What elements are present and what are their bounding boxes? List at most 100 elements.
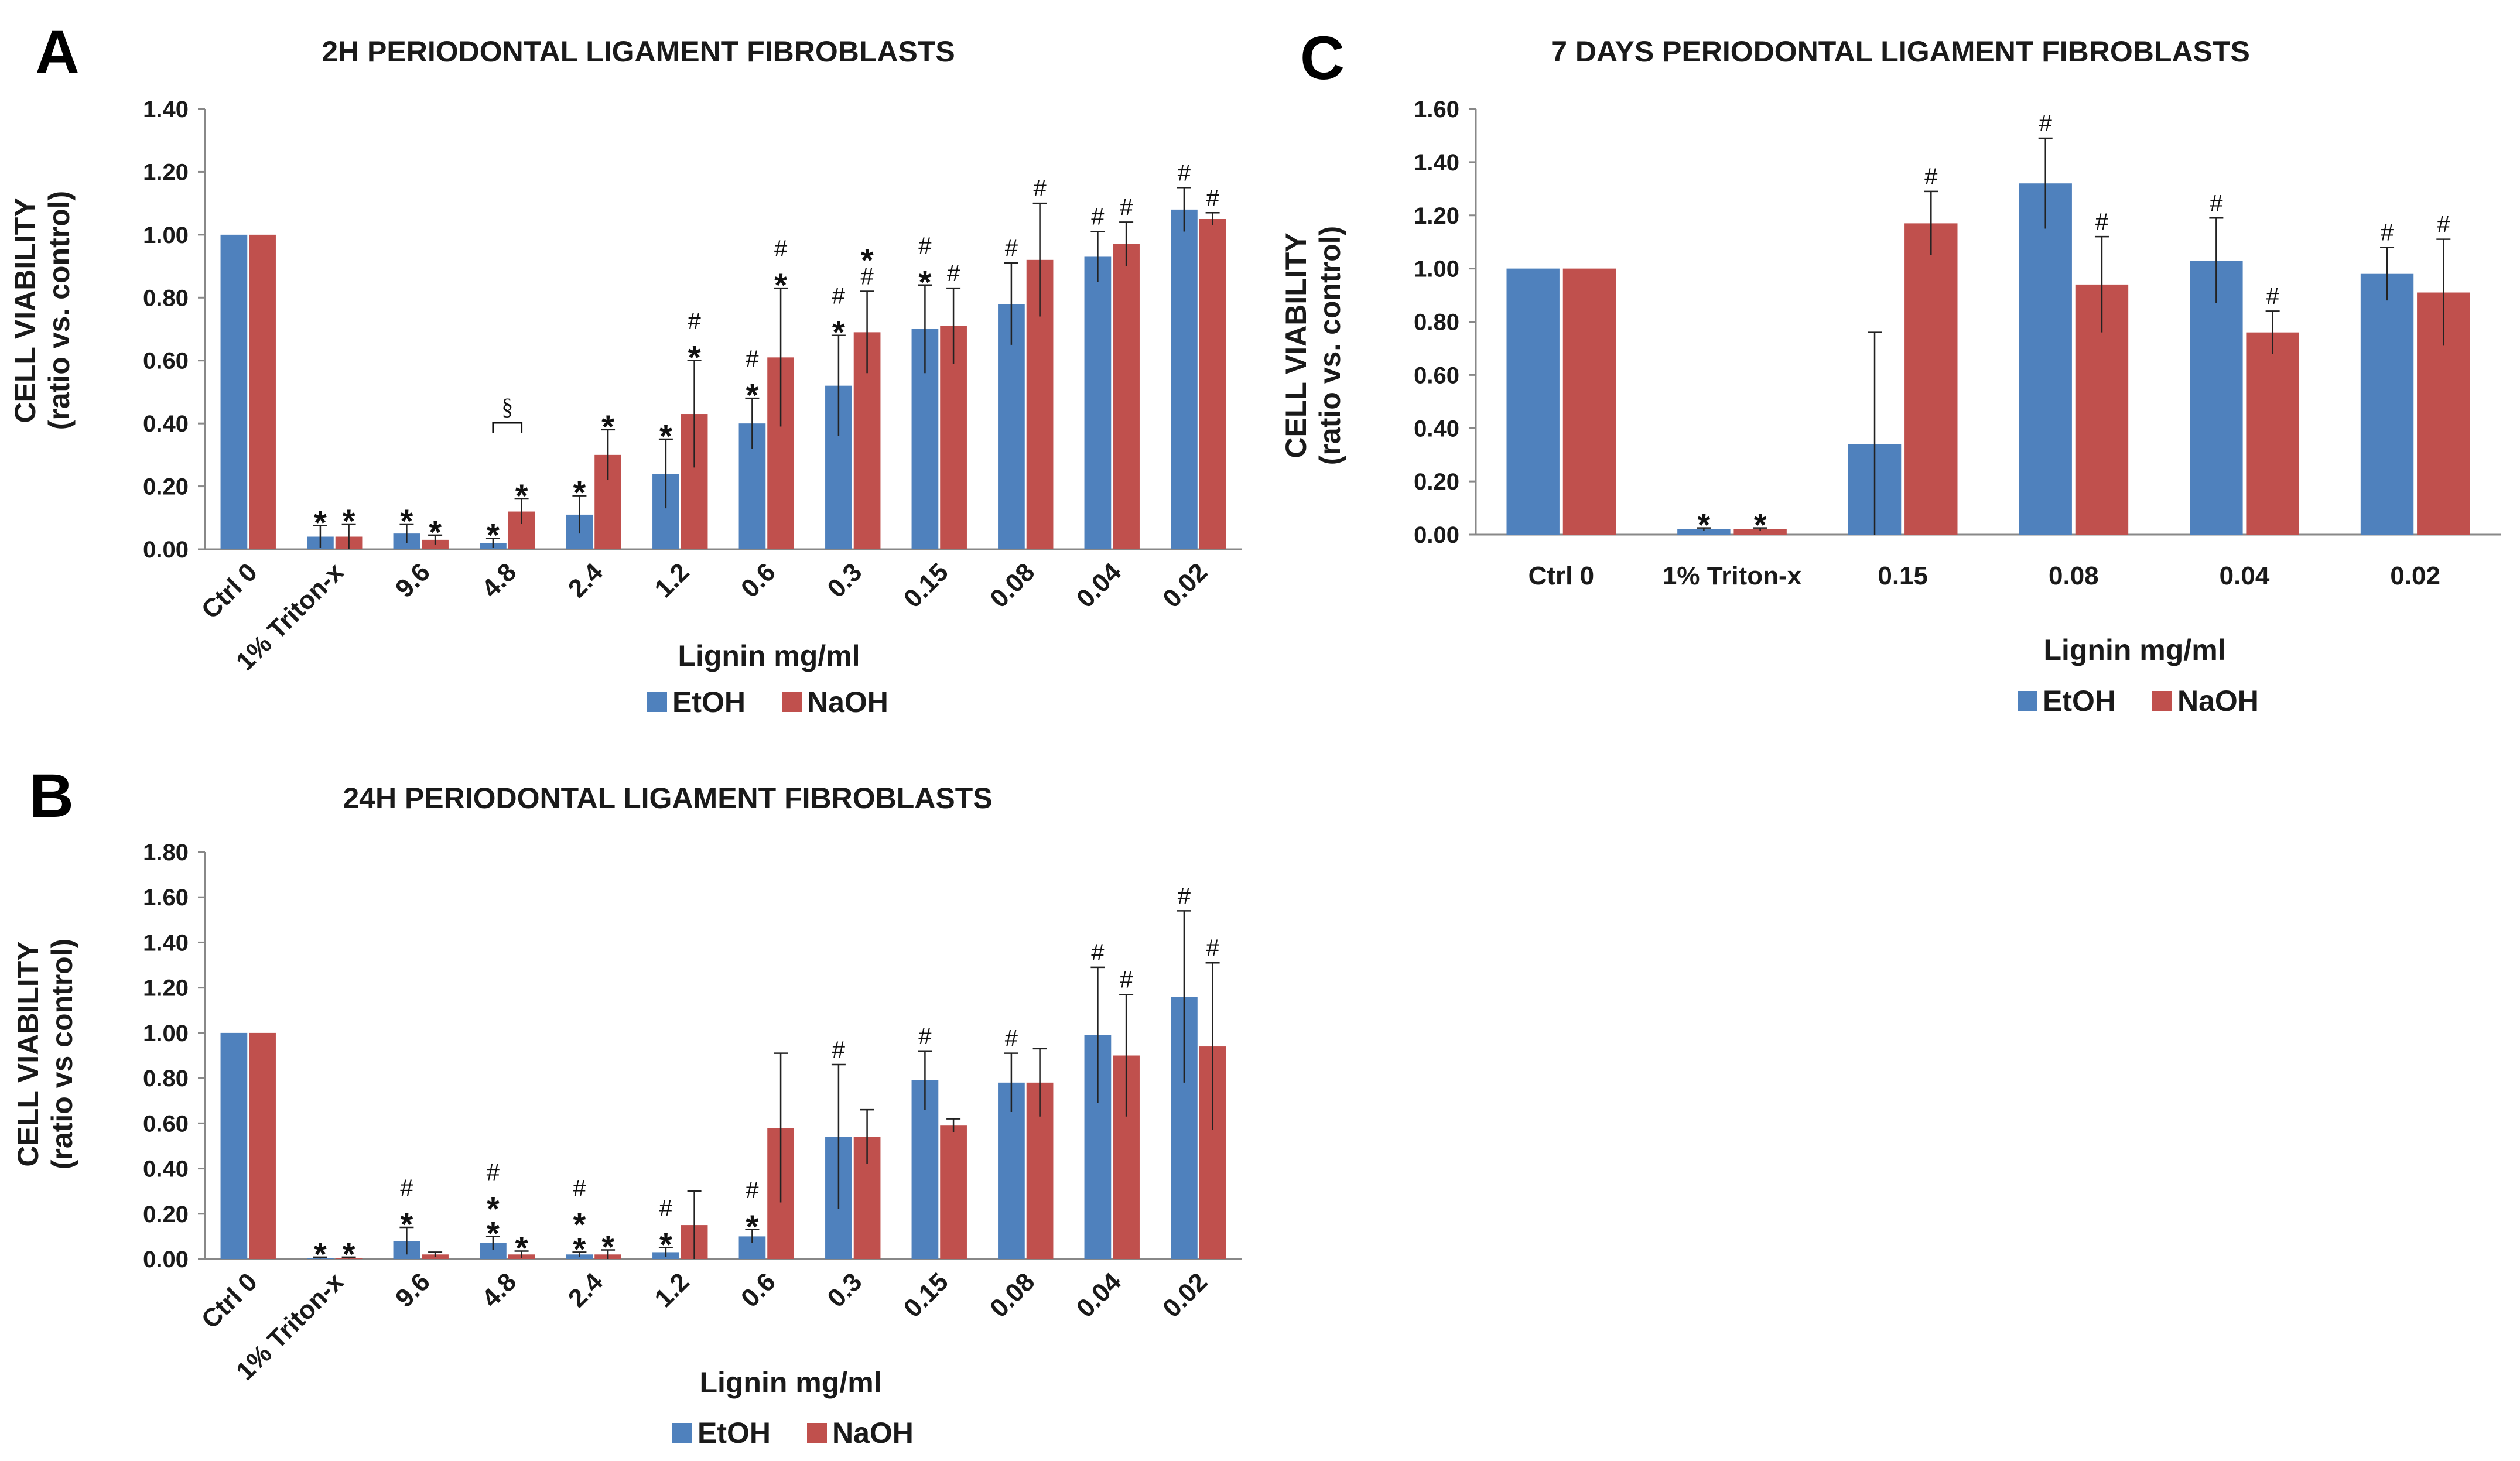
significance-hash: # (2210, 190, 2223, 216)
y-tick-label: 0.40 (1414, 416, 1459, 442)
y-tick-label: 0.20 (143, 474, 189, 500)
y-tick-label: 1.20 (143, 159, 189, 185)
significance-star: * (343, 502, 355, 539)
significance-star: * (314, 504, 327, 541)
y-tick-label: 1.20 (143, 976, 189, 1001)
bar-naoh (249, 1032, 276, 1259)
significance-hash: # (860, 264, 874, 290)
panel-a-title: 2H PERIODONTAL LIGAMENT FIBROBLASTS (322, 35, 955, 68)
panel-a-legend-etoh-label: EtOH (672, 686, 746, 718)
y-tick-label: 0.60 (143, 348, 189, 374)
significance-hash: # (832, 283, 846, 309)
bar-etoh (2190, 260, 2243, 535)
significance-star: * (659, 418, 672, 454)
bar-etoh (1171, 209, 1198, 549)
panel-c-legend-etoh-swatch (2018, 691, 2037, 711)
panel-c: C 7 DAYS PERIODONTAL LIGAMENT FIBROBLAST… (1280, 24, 2501, 717)
y-tick-label: 0.80 (143, 1066, 189, 1092)
significance-star: * (919, 264, 932, 300)
y-tick-label: 1.40 (143, 930, 189, 956)
significance-star: * (601, 408, 614, 445)
significance-hash: # (2095, 209, 2109, 235)
significance-hash: # (688, 309, 701, 334)
significance-star: * (659, 1226, 672, 1263)
panel-c-legend-naoh-swatch (2152, 691, 2172, 711)
panel-a-letter: A (35, 18, 80, 87)
y-tick-label: 1.00 (143, 223, 189, 248)
significance-hash: # (918, 1024, 932, 1049)
bar-naoh (1562, 268, 1616, 535)
significance-star: * (601, 1229, 614, 1265)
significance-hash: # (1206, 185, 1219, 211)
significance-hash: # (774, 236, 788, 262)
panel-a-ylabel-line2: (ratio vs. control) (43, 191, 76, 430)
significance-hash: # (487, 1159, 500, 1185)
bar-etoh (2360, 273, 2414, 535)
significance-hash: # (1033, 176, 1047, 201)
panel-c-ylabel-line2: (ratio vs. control) (1314, 226, 1346, 465)
y-tick-label: 1.40 (143, 97, 189, 122)
x-category-label: 0.08 (2049, 562, 2099, 590)
panel-c-xlabel: Lignin mg/ml (2043, 634, 2225, 666)
bar-naoh (1113, 244, 1140, 549)
y-tick-label: 0.20 (1414, 469, 1459, 495)
significance-star: * (573, 474, 586, 511)
y-tick-label: 0.60 (1414, 362, 1459, 388)
significance-hash: # (918, 233, 932, 259)
bar-naoh (1733, 529, 1787, 535)
significance-star: * (401, 1206, 413, 1243)
panel-b-ylabel-line2: (ratio vs control) (46, 939, 78, 1169)
significance-star: * (774, 266, 787, 303)
panel-c-plot: 0.00 0.20 0.40 0.60 0.80 1.00 1.20 1.40 1.60 Ctrl… (1414, 97, 2501, 590)
y-tick-label: 0.80 (143, 285, 189, 311)
x-category-label: Ctrl 0 (1529, 562, 1594, 590)
significance-hash: # (1120, 194, 1133, 220)
significance-star: * (487, 1214, 500, 1251)
significance-hash: # (400, 1175, 413, 1201)
panel-b-title: 24H PERIODONTAL LIGAMENT FIBROBLASTS (343, 782, 992, 815)
panel-b-legend: EtOH NaOH (672, 1416, 914, 1449)
significance-star: * (573, 1230, 586, 1267)
y-tick-label: 0.80 (1414, 310, 1459, 336)
bar-naoh (1199, 219, 1226, 549)
y-tick-label: 0.60 (143, 1111, 189, 1137)
y-tick-label: 0.40 (143, 411, 189, 437)
x-category-label: 1% Triton-x (1663, 562, 1802, 590)
panel-b-letter: B (29, 762, 74, 830)
panel-c-legend-naoh-label: NaOH (2177, 685, 2259, 717)
panel-a-ylabel-line1: CELL VIABILITY (9, 197, 42, 423)
significance-hash: # (1091, 940, 1105, 966)
significance-hash: # (746, 346, 759, 372)
significance-star: * (429, 514, 442, 550)
significance-hash: # (1178, 883, 1191, 909)
y-tick-label: 1.00 (143, 1021, 189, 1046)
significance-star: * (401, 502, 413, 539)
bar-etoh (911, 1080, 939, 1259)
y-tick-label: 0.00 (1414, 522, 1459, 548)
bar-naoh (1904, 223, 1958, 535)
x-category-label: 0.02 (2390, 562, 2440, 590)
panel-c-legend: EtOH NaOH (2018, 685, 2259, 717)
significance-hash: # (2039, 111, 2053, 136)
bar-etoh (220, 1032, 248, 1259)
panel-a-legend-naoh-label: NaOH (807, 686, 888, 718)
panel-b-legend-naoh-swatch (807, 1423, 827, 1443)
y-tick-label: 1.20 (1414, 203, 1459, 229)
significance-star: * (861, 242, 874, 279)
x-category-label: 0.04 (2220, 562, 2270, 590)
panel-a-legend-etoh-swatch (647, 692, 667, 712)
y-tick-label: 1.60 (1414, 97, 1459, 122)
significance-hash: # (1206, 935, 1219, 961)
y-tick-label: 1.60 (143, 885, 189, 911)
significance-hash: # (832, 1037, 846, 1063)
significance-hash: # (1178, 160, 1191, 186)
significance-hash: # (746, 1178, 759, 1203)
significance-star: * (688, 339, 701, 376)
bar-etoh (1506, 268, 1560, 535)
significance-hash: # (1005, 1026, 1018, 1052)
significance-hash: # (1091, 204, 1105, 230)
significance-star: * (573, 1206, 586, 1243)
